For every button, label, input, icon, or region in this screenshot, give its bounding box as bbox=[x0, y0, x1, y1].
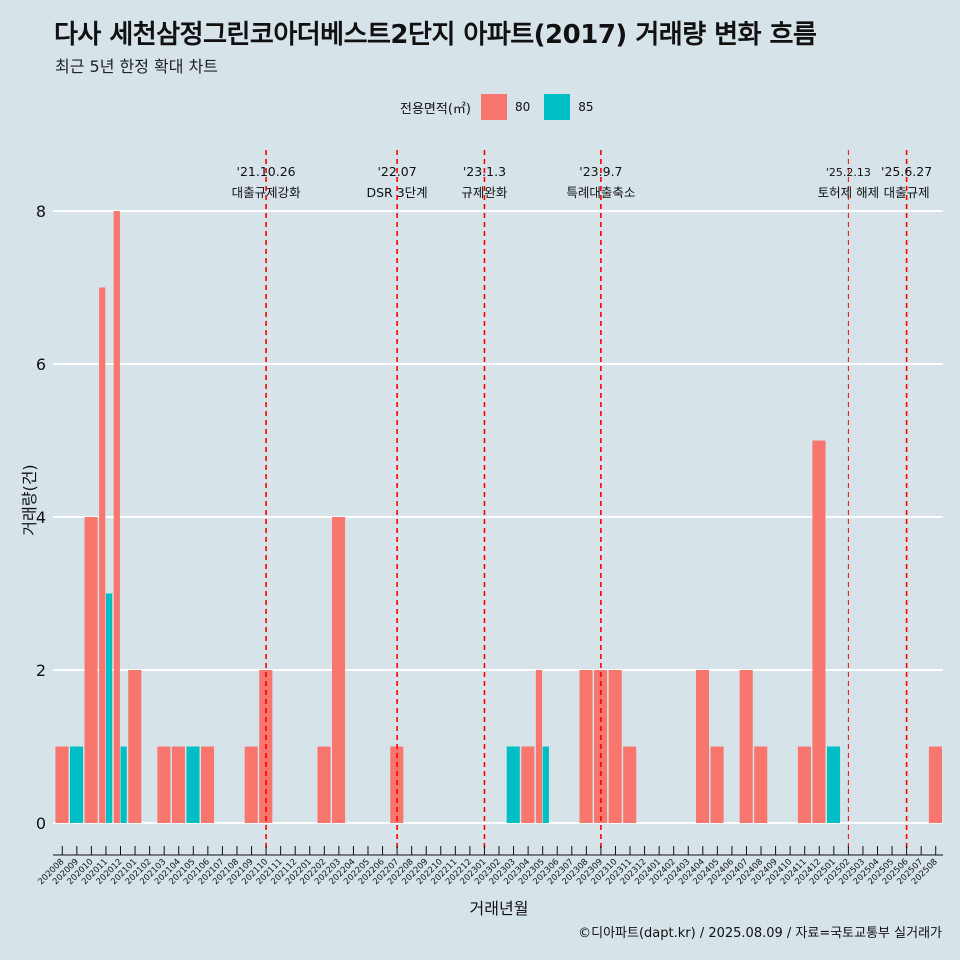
y-tick-label: 8 bbox=[36, 202, 46, 221]
event-text-label: 규제완화 bbox=[461, 185, 508, 200]
bar-80-202407 bbox=[739, 670, 753, 823]
y-tick-label: 0 bbox=[36, 814, 46, 833]
bar-80-202404 bbox=[695, 670, 710, 823]
y-tick-label: 4 bbox=[36, 508, 46, 527]
bar-80-202008 bbox=[55, 746, 69, 823]
bar-80-202106 bbox=[201, 746, 215, 823]
bar-85-202012 bbox=[120, 746, 127, 823]
chart-title: 다사 세천삼정그린코아더베스트2단지 아파트(2017) 거래량 변화 흐름 bbox=[54, 20, 817, 50]
bar-80-202408 bbox=[754, 746, 768, 823]
y-axis-title: 거래량(건) bbox=[20, 464, 39, 535]
legend-swatch-85 bbox=[544, 94, 571, 120]
bar-85-202011 bbox=[105, 593, 113, 823]
bar-85-202105 bbox=[186, 746, 200, 823]
event-text-label: 토허제 해제 bbox=[818, 185, 879, 200]
event-date-label: '23.1.3 bbox=[463, 164, 506, 179]
bar-80-202508 bbox=[928, 746, 942, 823]
bar-80-202010 bbox=[84, 517, 98, 823]
bar-80-202011 bbox=[99, 287, 106, 823]
bar-85-202009 bbox=[69, 746, 84, 823]
legend-label-85: 85 bbox=[578, 100, 594, 114]
event-date-label: '25.6.27 bbox=[881, 164, 932, 179]
legend-title: 전용면적(㎡) bbox=[400, 101, 471, 117]
bar-85-202305 bbox=[542, 746, 549, 823]
bar-80-202305 bbox=[535, 670, 543, 823]
legend-label-80: 80 bbox=[514, 100, 531, 114]
y-tick-label: 6 bbox=[36, 355, 46, 374]
event-text-label: DSR 3단계 bbox=[367, 185, 428, 200]
event-text-label: 대출규제 bbox=[884, 185, 930, 200]
bar-85-202501 bbox=[826, 746, 841, 823]
bar-80-202203 bbox=[332, 517, 346, 823]
bar-80-202308 bbox=[579, 670, 593, 823]
event-date-label: '22.07 bbox=[377, 164, 416, 179]
event-date-label: '25.2.13 bbox=[826, 166, 871, 179]
legend: 전용면적(㎡) 80 85 bbox=[400, 93, 608, 121]
bar-80-202311 bbox=[623, 746, 637, 823]
source-caption: ©디아파트(dapt.kr) / 2025.08.09 / 자료=국토교통부 실… bbox=[578, 926, 942, 941]
bar-80-202310 bbox=[608, 670, 622, 823]
bar-80-202202 bbox=[317, 746, 331, 823]
chart-subtitle: 최근 5년 한정 확대 차트 bbox=[55, 57, 219, 76]
bar-80-202012 bbox=[113, 211, 120, 823]
bar-80-202104 bbox=[171, 746, 185, 823]
bar-85-202303 bbox=[506, 746, 520, 823]
bar-80-202103 bbox=[157, 746, 171, 823]
event-date-label: '23.9.7 bbox=[579, 164, 622, 179]
legend-swatch-80 bbox=[480, 94, 507, 120]
bar-80-202405 bbox=[710, 746, 724, 823]
event-date-label: '21.10.26 bbox=[237, 164, 296, 179]
bar-80-202101 bbox=[128, 670, 142, 823]
bar-80-202412 bbox=[812, 440, 826, 823]
event-text-label: 특례대출축소 bbox=[566, 185, 635, 200]
bar-80-202109 bbox=[244, 746, 258, 823]
bar-80-202411 bbox=[797, 746, 811, 823]
bar-80-202304 bbox=[521, 746, 535, 823]
x-axis-title: 거래년월 bbox=[470, 899, 529, 918]
y-tick-label: 2 bbox=[36, 661, 46, 680]
event-text-label: 대출규제강화 bbox=[232, 185, 302, 200]
